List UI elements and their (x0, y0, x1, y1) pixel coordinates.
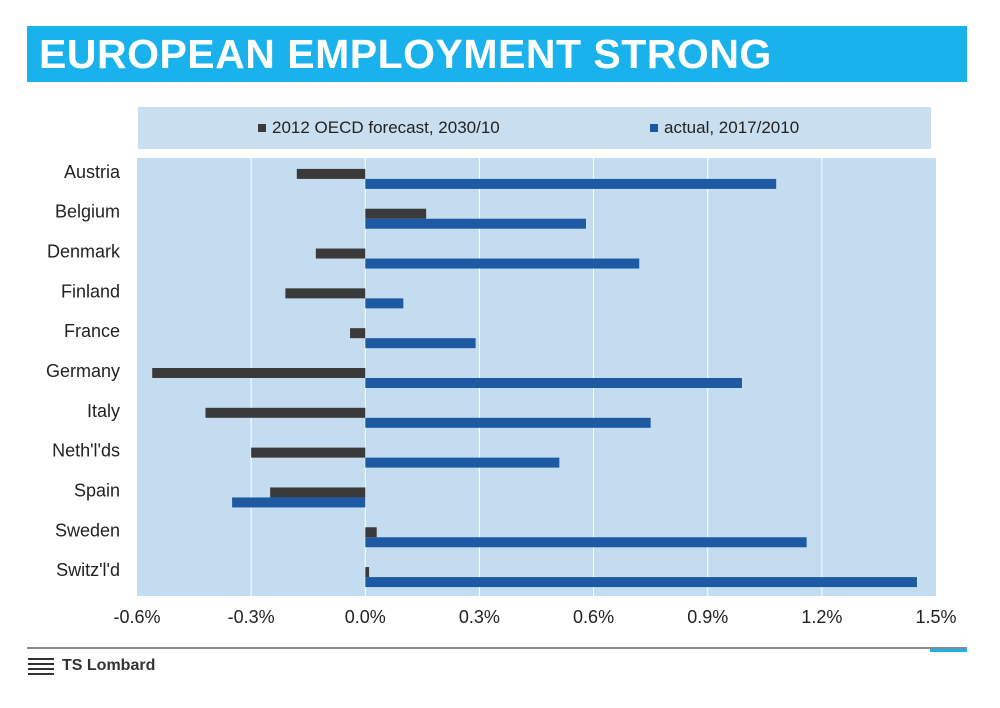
actual-bar (365, 577, 917, 588)
actual-bar (365, 298, 404, 309)
logo-text: TS Lombard (62, 657, 156, 674)
category-label: Germany (46, 361, 120, 381)
category-label: Italy (87, 401, 120, 421)
footer-divider (27, 647, 967, 649)
actual-bar (365, 338, 476, 349)
actual-bar (365, 457, 560, 468)
legend: 2012 OECD forecast, 2030/10 actual, 2017… (138, 107, 931, 149)
forecast-bar (350, 328, 366, 339)
actual-bar (365, 417, 651, 428)
title-bar: EUROPEAN EMPLOYMENT STRONG (27, 26, 967, 82)
x-axis-ticks: -0.6% -0.3% 0.0% 0.3% 0.6% 0.9% 1.2% 1.5% (113, 607, 956, 627)
x-tick-label: -0.6% (113, 607, 160, 627)
actual-bar (365, 377, 742, 388)
legend-swatch-forecast (258, 124, 266, 132)
forecast-bar (251, 447, 366, 458)
forecast-bar (270, 487, 366, 498)
category-label: Spain (74, 480, 120, 500)
x-tick-label: 1.2% (801, 607, 842, 627)
x-tick-label: 0.9% (687, 607, 728, 627)
category-label: Finland (61, 281, 120, 301)
forecast-bar (365, 208, 427, 219)
category-label: Sweden (55, 520, 120, 540)
category-label: Neth'l'ds (52, 441, 120, 461)
actual-bar (232, 497, 366, 508)
legend-swatch-actual (650, 124, 658, 132)
bars (152, 168, 917, 588)
category-label: Belgium (55, 202, 120, 222)
x-tick-label: 0.6% (573, 607, 614, 627)
category-label: Denmark (47, 242, 121, 262)
category-labels: Austria Belgium Denmark Finland France German… (46, 162, 121, 580)
ts-lombard-logo-icon (28, 658, 54, 676)
x-tick-label: 1.5% (915, 607, 956, 627)
legend-label-forecast: 2012 OECD forecast, 2030/10 (272, 118, 500, 137)
forecast-bar (285, 288, 366, 299)
actual-bar (365, 258, 640, 269)
page-title: EUROPEAN EMPLOYMENT STRONG (39, 31, 772, 77)
category-label: Switz'l'd (56, 560, 120, 580)
forecast-bar (205, 407, 366, 418)
actual-bar (365, 178, 777, 189)
forecast-bar (152, 367, 366, 378)
forecast-bar (296, 168, 366, 179)
x-tick-label: 0.3% (459, 607, 500, 627)
category-label: Austria (64, 162, 121, 182)
actual-bar (365, 537, 807, 548)
forecast-bar (315, 248, 366, 259)
legend-label-actual: actual, 2017/2010 (664, 118, 800, 137)
forecast-bar (365, 527, 377, 538)
forecast-bar (365, 567, 370, 578)
category-label: France (64, 321, 120, 341)
footer-accent (930, 649, 967, 652)
x-tick-label: -0.3% (228, 607, 275, 627)
actual-bar (365, 218, 586, 229)
x-tick-label: 0.0% (345, 607, 386, 627)
